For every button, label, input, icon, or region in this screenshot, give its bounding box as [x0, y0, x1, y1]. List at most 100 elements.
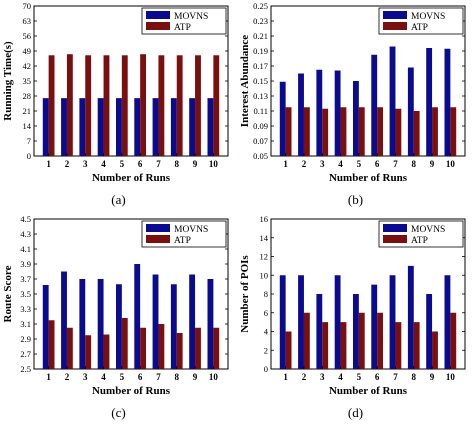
x-tick-label: 2: [65, 159, 70, 169]
bar-movns-4: [97, 279, 104, 369]
bar-atp-4: [340, 322, 347, 369]
bar-movns-5: [115, 284, 122, 369]
bar-atp-10: [450, 312, 457, 369]
subfigure-label-a: (a): [111, 192, 126, 207]
subfigure-label-c: (c): [111, 405, 126, 420]
x-tick-label: 3: [320, 159, 325, 169]
bar-movns-8: [170, 98, 177, 156]
bar-movns-2: [298, 73, 304, 156]
y-tick-label: 3.5: [20, 289, 31, 299]
x-tick-label: 5: [120, 372, 125, 382]
bar-atp-1: [48, 320, 55, 369]
bar-atp-3: [322, 108, 329, 156]
bar-movns-7: [152, 274, 159, 369]
legend-label-movns: MOVNS: [411, 12, 445, 22]
y-tick-label: 8: [264, 289, 268, 299]
x-tick-label: 8: [175, 372, 180, 382]
y-tick-label: 3.1: [20, 319, 31, 329]
y-tick-label: 28: [23, 91, 32, 101]
bar-movns-4: [334, 275, 341, 369]
legend-label-movns: MOVNS: [174, 12, 208, 22]
bar-movns-1: [42, 285, 49, 369]
bar-atp-7: [395, 108, 402, 156]
bar-atp-6: [377, 107, 384, 156]
x-tick-label: 8: [412, 159, 417, 169]
bar-atp-9: [195, 327, 201, 369]
bar-movns-7: [389, 275, 396, 369]
bar-movns-3: [79, 98, 86, 156]
bar-movns-9: [189, 274, 196, 369]
legend-swatch-atp: [383, 235, 407, 243]
bar-atp-1: [285, 107, 292, 156]
legend-swatch-movns: [383, 11, 407, 19]
y-tick-label: 3.9: [20, 259, 31, 269]
y-tick-label: 4.1: [20, 244, 31, 254]
bar-atp-2: [66, 54, 73, 156]
x-tick-label: 6: [375, 372, 380, 382]
y-tick-label: 42: [23, 61, 32, 71]
bar-movns-10: [207, 98, 214, 156]
y-tick-label: 7: [27, 136, 31, 146]
y-tick-label: 0.21: [253, 31, 268, 41]
bar-movns-1: [279, 81, 286, 156]
bar-movns-9: [189, 98, 196, 156]
bar-atp-1: [285, 331, 292, 369]
legend-label-atp: ATP: [174, 236, 191, 246]
x-tick-label: 6: [138, 372, 143, 382]
bar-atp-5: [121, 318, 128, 369]
bar-atp-3: [85, 335, 92, 369]
bar-atp-6: [140, 327, 147, 369]
x-tick-label: 7: [393, 159, 398, 169]
x-tick-label: 1: [46, 159, 51, 169]
bar-movns-6: [371, 54, 378, 156]
y-tick-label: 0.05: [253, 151, 268, 161]
bar-movns-10: [207, 279, 214, 369]
bar-atp-10: [213, 327, 220, 369]
y-tick-label: 0.09: [253, 121, 268, 131]
bar-movns-4: [334, 70, 341, 156]
bar-atp-10: [213, 55, 220, 156]
y-tick-label: 6: [264, 308, 268, 318]
bar-movns-6: [371, 284, 378, 369]
bar-atp-9: [432, 331, 438, 369]
legend-swatch-movns: [146, 224, 170, 232]
bar-atp-2: [66, 327, 73, 369]
chart-b-svg: 0.05 0.07 0.09 0.11 0.13 0.15 0.17 0.19 0.21 0.23…: [239, 1, 466, 184]
x-tick-label: 4: [338, 159, 343, 169]
bar-movns-2: [61, 271, 67, 369]
x-tick-label: 5: [357, 159, 362, 169]
bar-atp-8: [176, 55, 183, 156]
y-tick-label: 4.5: [20, 214, 31, 224]
bar-movns-7: [152, 98, 159, 156]
bar-movns-6: [134, 264, 141, 369]
x-tick-label: 3: [320, 372, 325, 382]
bar-atp-8: [413, 322, 420, 369]
chart-panel-c: 2.5 2.7 2.9 3.1 3.3 3.5 3.7 3.9 4.1 4.3 4.5 1 2 3 4 5 6 7…: [0, 213, 237, 403]
y-tick-label: 14: [23, 121, 32, 131]
subfigure-label-d: (d): [347, 405, 364, 420]
bar-atp-1: [48, 55, 55, 156]
bar-movns-5: [352, 294, 359, 369]
y-tick-label: 0.07: [253, 136, 268, 146]
y-tick-label: 0.25: [253, 1, 268, 11]
x-tick-label: 10: [209, 159, 219, 169]
x-tick-label: 2: [302, 372, 307, 382]
bar-atp-9: [195, 55, 201, 156]
x-tick-label: 1: [283, 159, 288, 169]
bar-movns-10: [444, 48, 451, 156]
x-tick-label: 5: [120, 159, 125, 169]
bar-atp-5: [358, 107, 365, 156]
bar-atp-4: [103, 334, 110, 369]
x-tick-label: 10: [446, 372, 456, 382]
chart-panel-b: 0.05 0.07 0.09 0.11 0.13 0.15 0.17 0.19 0.21 0.23…: [237, 0, 474, 190]
subfigure-label-b: (b): [347, 192, 364, 207]
legend-swatch-atp: [383, 22, 407, 30]
y-tick-label: 0.11: [253, 106, 268, 116]
bar-movns-2: [61, 98, 67, 156]
y-tick-label: 0.19: [253, 46, 268, 56]
y-tick-label: 16: [260, 214, 269, 224]
bar-movns-2: [298, 275, 304, 369]
bar-movns-3: [316, 69, 323, 156]
